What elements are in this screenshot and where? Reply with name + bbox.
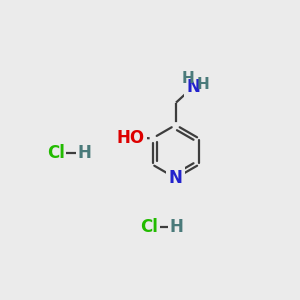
Text: Cl: Cl <box>46 144 64 162</box>
Text: N: N <box>186 78 200 96</box>
Text: H: H <box>77 144 92 162</box>
Text: H: H <box>182 70 195 86</box>
Text: N: N <box>169 169 183 187</box>
Text: H: H <box>196 77 209 92</box>
Text: HO: HO <box>117 128 145 146</box>
Text: H: H <box>170 218 184 236</box>
Text: Cl: Cl <box>140 218 158 236</box>
